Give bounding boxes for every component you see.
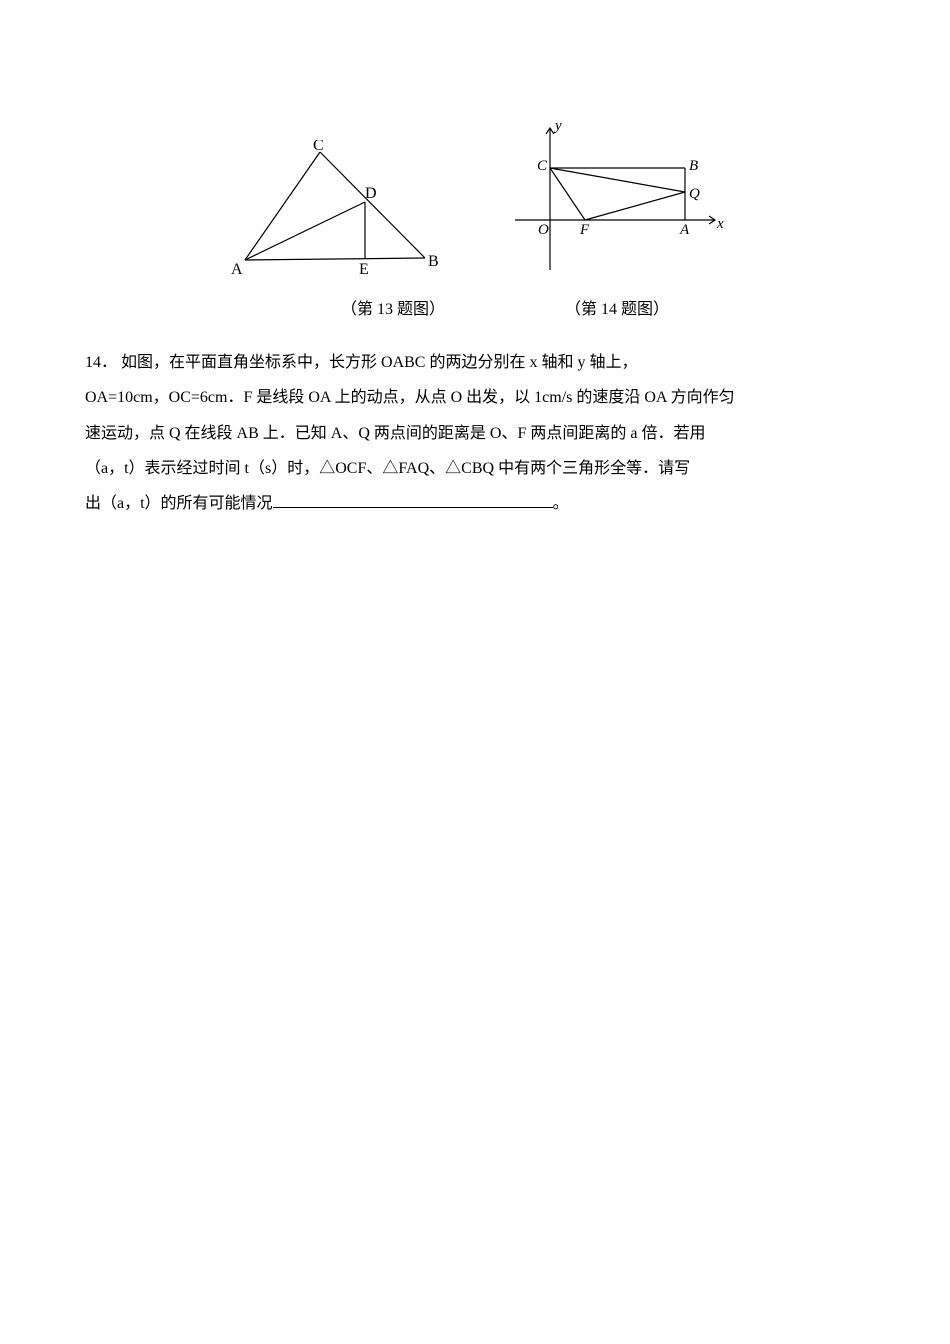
problem-14: 14． 如图，在平面直角坐标系中，长方形 OABC 的两边分别在 x 轴和 y … [85, 345, 865, 521]
svg-text:B: B [428, 253, 439, 270]
problem-line1a: 如图，在平面直角坐标系中，长方形 OABC 的两边分别在 x 轴和 y 轴上 [121, 354, 621, 371]
captions-row: （第 13 题图） （第 14 题图） [85, 292, 865, 327]
problem-period: 。 [553, 495, 569, 512]
figure-13-svg: A B C D E [225, 140, 445, 280]
svg-text:A: A [231, 261, 243, 278]
figures-row: A B C D E x y O A C B F Q [85, 120, 865, 280]
answer-blank [273, 492, 553, 508]
figure-14-svg: x y O A C B F Q [505, 120, 725, 280]
svg-text:y: y [553, 120, 562, 134]
problem-line5: 出（a，t）的所有可能情况 [85, 495, 273, 512]
svg-text:C: C [537, 158, 548, 174]
figure-14: x y O A C B F Q [505, 120, 725, 280]
svg-text:E: E [359, 261, 369, 278]
caption-fig14: （第 14 题图） [565, 292, 669, 327]
problem-line2: OA=10cm，OC=6cm．F 是线段 OA 上的动点，从点 O 出发，以 1… [85, 389, 735, 406]
svg-text:x: x [716, 216, 724, 232]
figure-13: A B C D E [225, 140, 445, 280]
caption-fig13: （第 13 题图） [341, 292, 445, 327]
svg-text:C: C [313, 140, 324, 154]
problem-line1b: ， [621, 354, 637, 371]
problem-line4: （a，t）表示经过时间 t（s）时，△OCF、△FAQ、△CBQ 中有两个三角形… [85, 460, 690, 477]
problem-line3: 速运动，点 Q 在线段 AB 上．已知 A、Q 两点间的距离是 O、F 两点间距… [85, 425, 705, 442]
svg-text:O: O [538, 222, 549, 238]
svg-text:D: D [365, 185, 377, 202]
problem-number: 14． [85, 354, 117, 371]
svg-text:Q: Q [689, 186, 700, 202]
svg-text:F: F [579, 222, 590, 238]
svg-text:B: B [689, 158, 698, 174]
svg-text:A: A [679, 222, 690, 238]
